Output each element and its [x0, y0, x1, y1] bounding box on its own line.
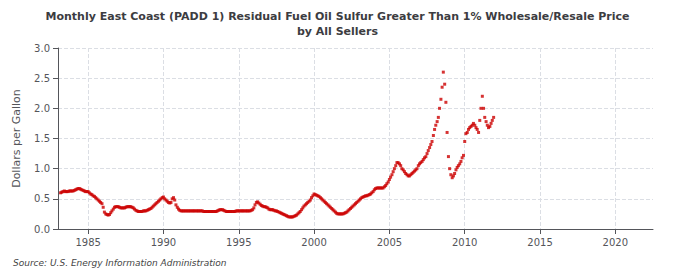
svg-text:2.5: 2.5: [34, 73, 50, 84]
svg-text:2000: 2000: [301, 237, 326, 248]
svg-text:2.0: 2.0: [34, 103, 50, 114]
svg-text:3.0: 3.0: [34, 43, 50, 54]
svg-text:0.5: 0.5: [34, 193, 50, 204]
svg-text:2010: 2010: [452, 237, 477, 248]
svg-text:0.0: 0.0: [34, 224, 50, 235]
svg-text:Dollars per Gallon: Dollars per Gallon: [10, 89, 23, 188]
svg-text:1.0: 1.0: [34, 163, 50, 174]
svg-text:Monthly East Coast (PADD 1) Re: Monthly East Coast (PADD 1) Residual Fue…: [45, 10, 629, 23]
svg-text:2020: 2020: [603, 237, 628, 248]
svg-text:Source: U.S. Energy Informatio: Source: U.S. Energy Information Administ…: [13, 258, 227, 268]
svg-text:1985: 1985: [75, 237, 100, 248]
svg-text:1.5: 1.5: [34, 133, 50, 144]
svg-text:by All Sellers: by All Sellers: [297, 25, 379, 38]
svg-text:1995: 1995: [226, 237, 251, 248]
svg-text:2015: 2015: [527, 237, 552, 248]
svg-text:2005: 2005: [377, 237, 402, 248]
svg-text:1990: 1990: [151, 237, 176, 248]
